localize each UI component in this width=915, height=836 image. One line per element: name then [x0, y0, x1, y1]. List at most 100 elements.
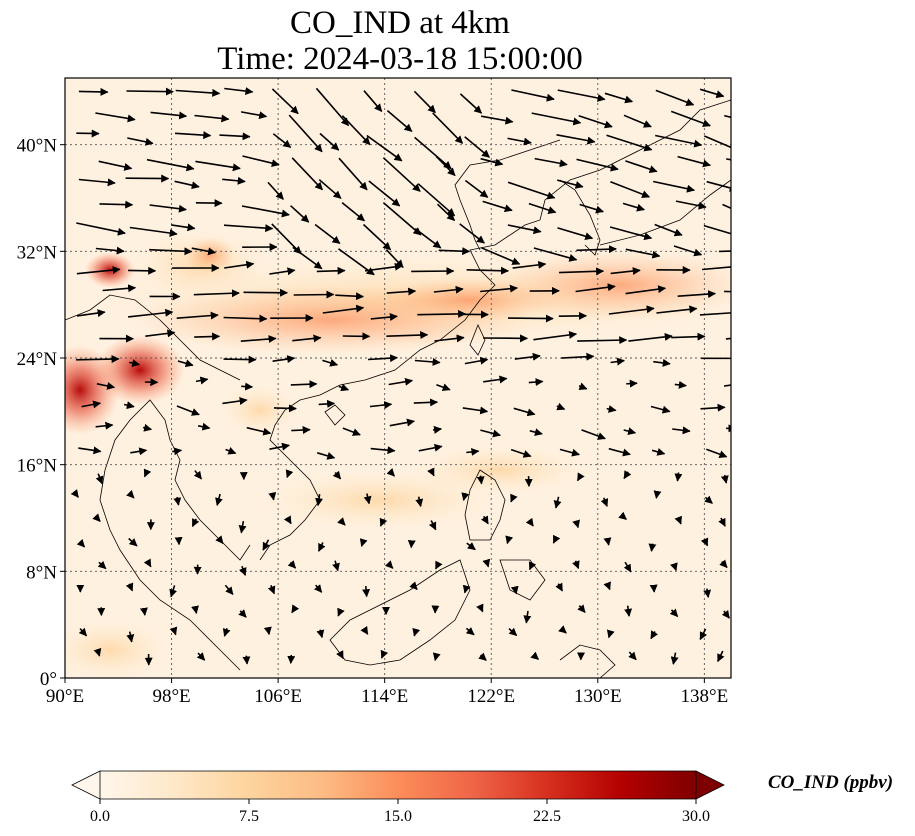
wind-arrow — [316, 629, 325, 639]
wind-arrow — [263, 626, 272, 636]
wind-arrow — [223, 314, 268, 323]
wind-arrow — [191, 247, 217, 256]
wind-arrow — [656, 305, 698, 314]
wind-arrow — [623, 470, 632, 480]
wind-arrow — [459, 223, 485, 244]
wind-arrow — [505, 535, 514, 545]
wind-arrow — [78, 627, 88, 637]
wind-arrow — [142, 423, 153, 432]
colorbar-extend-min — [71, 770, 101, 800]
wind-arrow — [478, 652, 487, 661]
wind-arrow — [413, 90, 436, 114]
wind-arrow — [362, 223, 392, 251]
wind-arrow — [700, 537, 709, 547]
wind-arrow — [483, 375, 508, 384]
wind-arrow — [285, 469, 294, 479]
wind-arrow — [465, 627, 475, 636]
colorbar-tick-label: 0.0 — [90, 808, 110, 825]
wind-arrow — [243, 288, 288, 297]
wind-arrow — [575, 283, 616, 293]
wind-arrow — [129, 359, 141, 367]
wind-arrow — [480, 515, 489, 525]
wind-arrow — [239, 565, 247, 576]
wind-arrow — [290, 380, 318, 389]
wind-arrow — [703, 224, 731, 235]
wind-arrow — [368, 180, 401, 207]
wind-arrow — [606, 134, 653, 152]
wind-arrow — [102, 284, 137, 293]
wind-arrow — [370, 446, 396, 455]
wind-arrow — [130, 447, 148, 456]
wind-arrow — [626, 379, 638, 388]
wind-arrow — [194, 114, 230, 123]
wind-arrow — [287, 654, 296, 664]
wind-vectors — [70, 87, 731, 666]
wind-arrow — [706, 180, 731, 192]
wind-arrow — [242, 655, 251, 665]
wind-arrow — [706, 448, 728, 459]
wind-arrow — [262, 539, 270, 551]
wind-arrow — [418, 443, 443, 452]
wind-arrow — [70, 489, 79, 498]
wind-arrow — [603, 581, 611, 591]
wind-arrow — [78, 178, 116, 187]
wind-arrow — [224, 87, 254, 96]
wind-arrow — [719, 559, 728, 569]
wind-arrow — [558, 267, 605, 276]
colorbar-tick-label: 15.0 — [384, 808, 412, 825]
wind-arrow — [433, 285, 464, 294]
wind-arrow — [514, 352, 541, 361]
colorbar: 0.0 7.5 15.0 22.5 30.0 CO_IND (ppbv) — [71, 770, 893, 825]
wind-arrow — [533, 247, 578, 262]
wind-arrow — [78, 87, 109, 96]
wind-arrow — [557, 89, 606, 102]
wind-arrow — [177, 359, 194, 368]
wind-arrow — [194, 332, 221, 341]
wind-arrow — [174, 131, 212, 140]
wind-arrow — [427, 467, 435, 477]
wind-arrow — [703, 588, 712, 598]
wind-arrow — [476, 475, 485, 485]
wind-arrow — [96, 382, 116, 390]
wind-arrow — [436, 383, 451, 392]
wind-arrow — [577, 604, 586, 614]
wind-arrow — [482, 200, 513, 213]
wind-arrow — [193, 289, 240, 298]
wind-arrow — [293, 290, 335, 299]
wind-arrow — [462, 406, 489, 415]
wind-arrow — [139, 607, 148, 616]
wind-arrow — [271, 88, 299, 115]
y-tick-label: 16°N — [17, 456, 58, 477]
colorbar-tick-label: 7.5 — [239, 808, 259, 825]
wind-arrow — [606, 629, 615, 639]
wind-arrow — [528, 202, 557, 214]
wind-arrow — [363, 90, 383, 113]
wind-arrow — [510, 585, 519, 595]
wind-arrow — [528, 561, 537, 571]
wind-arrow — [366, 134, 403, 162]
wind-arrow — [417, 183, 456, 217]
wind-arrow — [624, 605, 633, 617]
wind-arrow — [76, 355, 120, 364]
wind-arrow — [482, 558, 491, 568]
wind-arrow — [342, 427, 361, 436]
wind-arrow — [651, 447, 666, 456]
wind-arrow — [238, 609, 247, 618]
wind-arrow — [723, 384, 731, 387]
y-tick-label: 8°N — [26, 562, 57, 583]
wind-arrow — [149, 204, 187, 213]
wind-arrow — [197, 422, 211, 431]
wind-arrow — [581, 429, 606, 440]
wind-arrow — [466, 447, 480, 456]
wind-arrow — [81, 400, 102, 409]
wind-arrow — [269, 267, 296, 276]
wind-arrow — [625, 248, 661, 259]
wind-arrow — [436, 203, 456, 221]
wind-arrow — [530, 651, 540, 661]
wind-arrow — [413, 398, 439, 407]
wind-arrow — [283, 515, 292, 525]
wind-arrow — [608, 447, 631, 457]
wind-arrow — [379, 517, 388, 527]
wind-arrow — [609, 226, 653, 241]
wind-arrow — [332, 470, 342, 480]
